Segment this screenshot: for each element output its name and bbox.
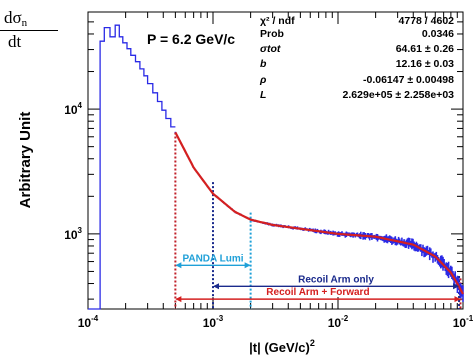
x-tick-label: 10-3 xyxy=(203,314,224,330)
plot-frame xyxy=(87,11,464,310)
range-label: PANDA Lumi xyxy=(182,253,243,264)
range-arrowhead-left xyxy=(175,296,182,303)
stat-label-b: b xyxy=(260,58,267,70)
range-label: Recoil Arm only xyxy=(298,274,374,285)
range-arrowhead-right xyxy=(453,283,460,290)
stat-label-chi2: χ² / ndf xyxy=(260,15,295,27)
x-tick-label: 10-1 xyxy=(453,314,474,330)
chart-title: P = 6.2 GeV/c xyxy=(147,31,235,47)
x-axis-label: |t| (GeV/c)2 xyxy=(249,338,315,355)
fraction-numerator-sub: n xyxy=(21,17,28,29)
fraction-denominator: dt xyxy=(8,32,22,51)
stat-value-b: 12.16 ± 0.03 xyxy=(396,58,454,70)
stats-box: χ² / ndf 4778 / 4602 Prob 0.0346 σtot 64… xyxy=(259,15,454,101)
x-tick-label: 10-4 xyxy=(78,314,99,330)
stat-label-prob: Prob xyxy=(260,28,284,40)
y-tick-label: 104 xyxy=(64,101,82,117)
stat-label-rho: ρ xyxy=(259,74,267,86)
stat-value-rho: -0.06147 ± 0.00498 xyxy=(363,74,454,86)
stat-label-lumi: L xyxy=(260,89,266,101)
stat-value-prob: 0.0346 xyxy=(422,28,454,40)
stat-value-lumi: 2.629e+05 ± 2.258e+03 xyxy=(343,89,455,101)
range-arrowhead-right xyxy=(244,262,251,269)
stat-value-sigma: 64.61 ± 0.26 xyxy=(396,43,454,55)
range-arrowhead-right xyxy=(454,296,461,303)
range-arrowhead-left xyxy=(175,262,182,269)
fraction-numerator: dσ xyxy=(4,8,22,27)
fit-curve xyxy=(174,131,464,295)
fraction-bar xyxy=(0,30,58,31)
y-axis-label: Arbitrary Unit xyxy=(17,112,34,209)
range-arrows: PANDA Lumi Recoil Arm only Recoil Arm + Fo… xyxy=(175,253,461,303)
stat-value-chi2: 4778 / 4602 xyxy=(399,15,455,27)
range-label: Recoil Arm + Forward xyxy=(266,287,369,298)
corner-fraction-label: dσn dt xyxy=(0,8,60,54)
range-arrowhead-left xyxy=(213,283,219,290)
y-tick-label: 103 xyxy=(64,226,82,242)
stat-label-sigma: σtot xyxy=(260,43,281,55)
axis-ticks xyxy=(87,11,464,309)
histogram-series xyxy=(88,24,176,310)
x-axis-label-text: |t| (GeV/c) xyxy=(249,340,310,355)
tick-labels: 10-4 10-3 10-2 10-1 103 104 xyxy=(64,101,474,330)
x-tick-label: 10-2 xyxy=(328,314,349,330)
x-axis-label-exponent: 2 xyxy=(310,338,315,348)
